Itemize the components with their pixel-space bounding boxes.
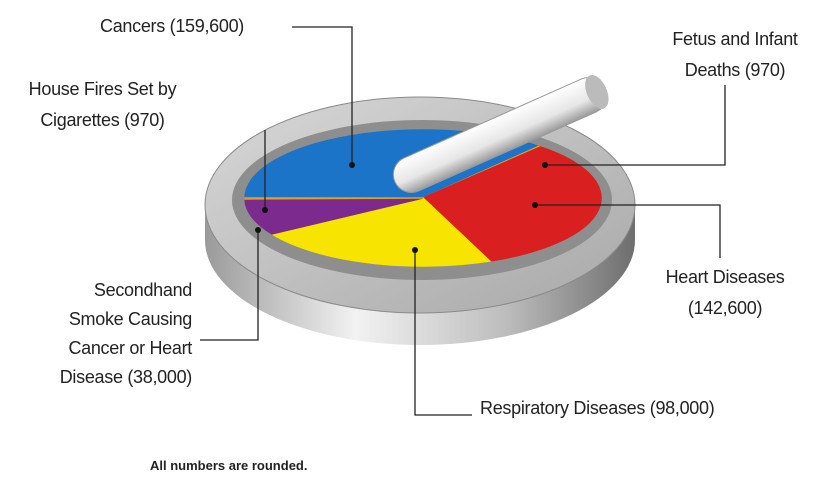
- pie-slice: [245, 198, 423, 199]
- note: All numbers are rounded.: [150, 458, 307, 473]
- label: Cancers (159,600): [100, 11, 244, 42]
- label: Secondhand Smoke Causing Cancer or Heart…: [10, 276, 192, 392]
- label: House Fires Set by Cigarettes (970): [5, 74, 200, 136]
- label: Heart Diseases (142,600): [655, 262, 795, 324]
- infographic: Cancers (159,600) Fetus and Infant Death…: [0, 0, 828, 481]
- label: Fetus and Infant Deaths (970): [655, 24, 815, 86]
- label: Respiratory Diseases (98,000): [480, 393, 714, 424]
